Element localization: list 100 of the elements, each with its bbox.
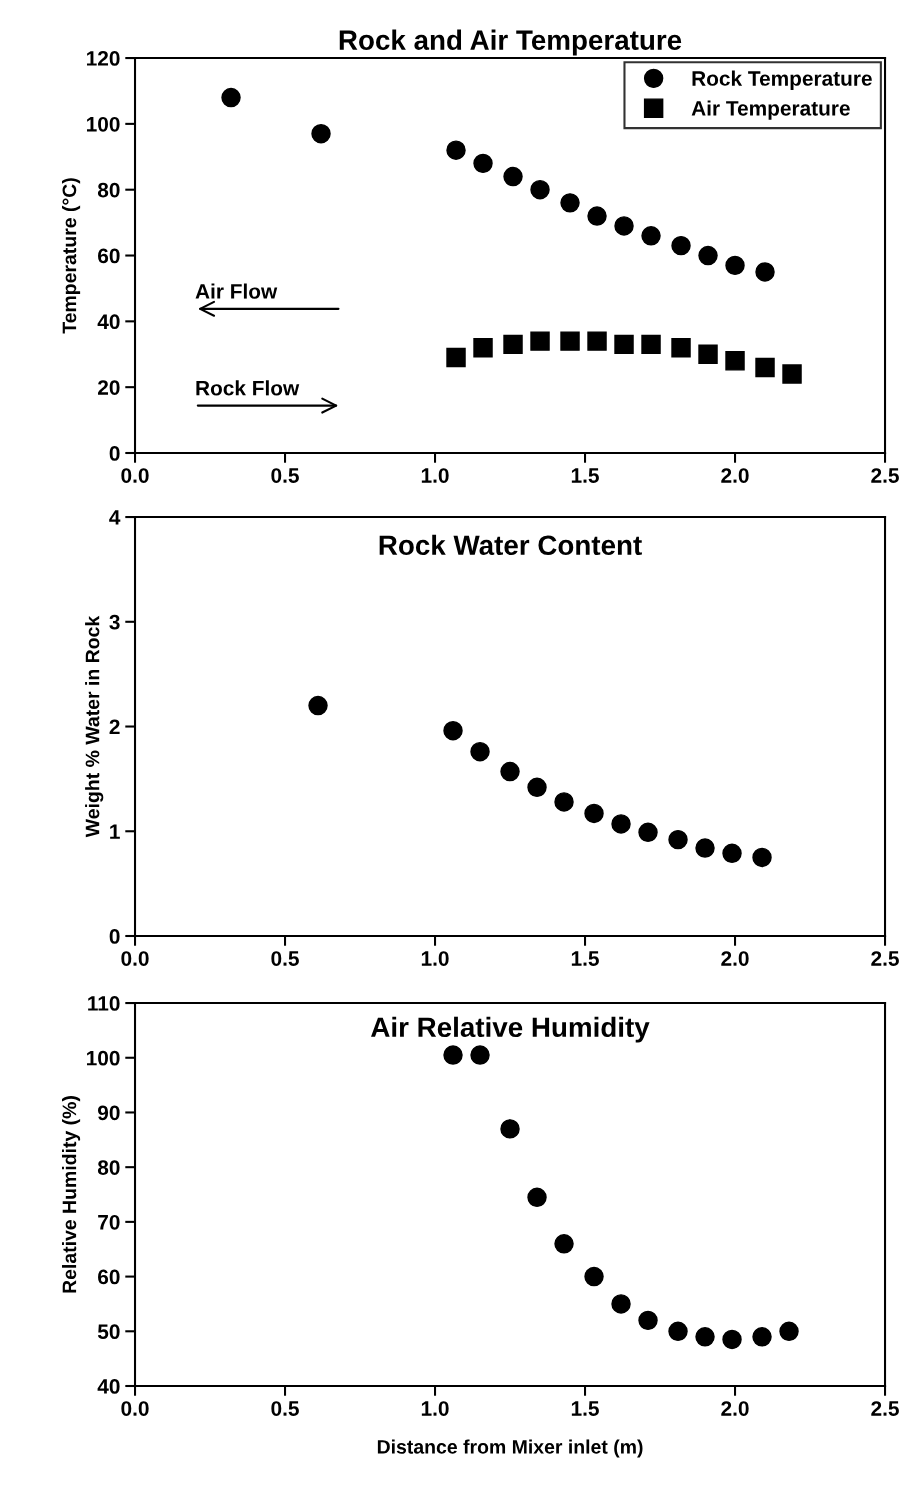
x-tick-label: 1.5 — [571, 951, 599, 966]
point — [695, 1327, 715, 1347]
point — [755, 357, 775, 378]
point — [503, 166, 523, 187]
y-tick-label: 4 — [109, 510, 121, 525]
point — [725, 255, 745, 276]
point — [443, 720, 463, 741]
y-tick-label: 40 — [97, 314, 120, 330]
y-tick-label: 0 — [109, 929, 120, 944]
point — [698, 245, 718, 266]
chart-title: Air Relative Humidity — [371, 1016, 650, 1043]
y-tick-label: 110 — [88, 996, 120, 1011]
point — [587, 331, 607, 351]
y-axis-title: Weight % Water in Rock — [85, 615, 104, 838]
y-tick-label: 120 — [86, 51, 120, 66]
legend-label: Air Temperature — [691, 100, 850, 120]
y-tick-label: 80 — [97, 1160, 120, 1175]
y-tick-label: 40 — [97, 1379, 120, 1394]
point — [503, 334, 523, 355]
y-tick-label: 3 — [109, 614, 120, 630]
x-tick-label: 1.0 — [421, 468, 449, 483]
x-tick-label: 0.5 — [271, 468, 299, 483]
point — [611, 814, 631, 834]
point — [641, 334, 661, 355]
x-tick-label: 0.5 — [271, 1401, 299, 1416]
point — [698, 344, 718, 364]
point — [311, 124, 331, 144]
y-tick-label: 50 — [97, 1324, 120, 1340]
point — [668, 1321, 688, 1342]
point — [530, 179, 550, 200]
y-axis-title: Relative Humidity (%) — [62, 1096, 81, 1293]
point — [638, 822, 658, 843]
text: Rock Water Content — [379, 534, 642, 556]
point — [446, 140, 466, 160]
point — [722, 843, 742, 863]
x-axis-title: Distance from Mixer inlet (m) — [377, 1439, 643, 1458]
point — [584, 803, 604, 824]
chart-title: Rock and Air Temperature — [339, 29, 682, 56]
point — [470, 741, 490, 762]
x-tick-label: 2.5 — [871, 951, 899, 966]
y-axis-title: Temperature (°C) — [62, 178, 81, 334]
point — [641, 226, 661, 246]
point — [527, 1187, 547, 1207]
point — [473, 337, 493, 358]
x-tick-label: 0.0 — [121, 468, 149, 483]
point — [554, 1234, 574, 1254]
point — [671, 235, 691, 256]
point — [725, 351, 745, 371]
point — [530, 331, 550, 351]
y-tick-label: 90 — [97, 1105, 120, 1121]
point — [554, 792, 574, 812]
annotation: Rock Flow — [196, 380, 300, 396]
x-tick-label: 1.0 — [421, 1401, 449, 1416]
point — [446, 347, 466, 368]
x-tick-label: 1.0 — [421, 951, 449, 966]
point — [755, 262, 775, 282]
point — [695, 838, 715, 858]
y-tick-label: 80 — [97, 182, 120, 198]
y-tick-label: 2 — [109, 719, 120, 735]
point — [611, 1294, 631, 1314]
x-tick-label: 2.0 — [721, 1401, 749, 1416]
y-tick-label: 20 — [97, 380, 120, 395]
point — [668, 829, 688, 850]
point — [221, 87, 241, 108]
y-tick-label: 1 — [110, 824, 120, 839]
x-tick-label: 1.5 — [571, 468, 599, 483]
x-tick-label: 2.5 — [871, 468, 899, 483]
x-tick-label: 0.5 — [271, 951, 299, 966]
point — [470, 1045, 490, 1065]
x-tick-label: 2.5 — [871, 1401, 899, 1416]
point — [587, 206, 607, 226]
point — [782, 364, 802, 384]
point — [638, 1310, 658, 1331]
y-tick-label: 60 — [98, 248, 120, 264]
point — [584, 1266, 604, 1287]
point — [560, 193, 580, 213]
x-tick-label: 2.0 — [721, 951, 749, 966]
point — [500, 761, 520, 782]
point — [752, 847, 772, 868]
point — [560, 331, 580, 351]
y-tick-label: 70 — [98, 1214, 120, 1230]
point — [500, 1119, 520, 1139]
point — [473, 153, 493, 174]
x-tick-label: 0.0 — [121, 1401, 149, 1416]
x-tick-label: 0.0 — [121, 951, 149, 966]
point — [614, 216, 634, 236]
y-tick-label: 0 — [109, 446, 120, 461]
point — [722, 1329, 742, 1350]
x-tick-label: 1.5 — [571, 1401, 599, 1416]
point — [308, 695, 328, 716]
y-tick-label: 60 — [98, 1269, 120, 1285]
point — [527, 777, 547, 797]
x-tick-label: 2.0 — [721, 468, 749, 483]
point — [443, 1045, 463, 1065]
legend-label: Rock Temperature — [692, 70, 872, 90]
point — [614, 334, 634, 355]
point — [752, 1327, 772, 1347]
y-tick-label: 100 — [86, 116, 120, 132]
annotation: Air Flow — [195, 283, 278, 299]
y-tick-label: 100 — [86, 1050, 120, 1066]
